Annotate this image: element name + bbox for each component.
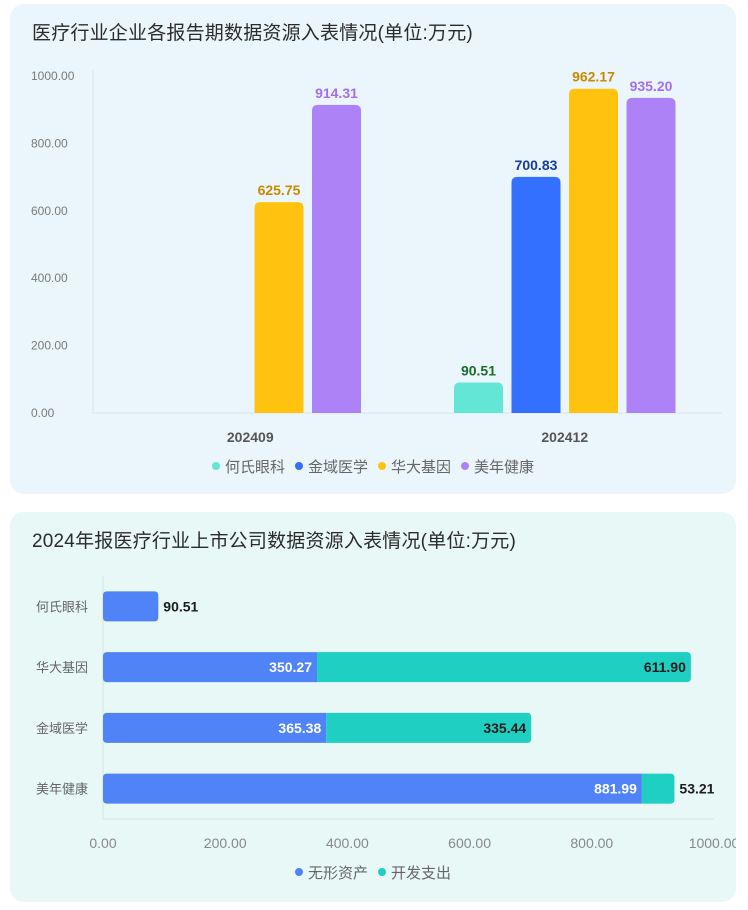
data-label: 611.90 (644, 659, 686, 675)
legend-marker (378, 868, 386, 876)
bar (569, 88, 618, 413)
chart-legend: 何氏眼科 金域医学 华大基因 美年健康 (10, 456, 736, 477)
x-tick-label: 0.00 (89, 835, 116, 851)
legend-item[interactable]: 金域医学 (294, 456, 368, 477)
bar-segment (103, 712, 327, 743)
legend-item[interactable]: 无形资产 (294, 862, 368, 883)
bar (454, 382, 503, 413)
y-tick-label: 华大基因 (36, 660, 88, 675)
legend-marker (294, 868, 303, 876)
vertical-bar-chart: 0.00 200.00 400.00 600.00 800.00 1000.00 20240… (31, 69, 722, 445)
data-label: 335.44 (483, 720, 526, 736)
legend-item[interactable]: 华大基因 (378, 456, 451, 477)
x-tick-label: 1000.00 (689, 835, 736, 851)
chart-title: 医疗行业企业各报告期数据资源入表情况(单位:万元) (32, 23, 473, 44)
bar (511, 176, 561, 413)
x-tick-label: 202412 (541, 429, 588, 445)
legend-label: 开发支出 (391, 865, 452, 882)
data-label: 881.99 (594, 781, 637, 797)
data-label: 935.20 (630, 78, 673, 94)
y-tick-label: 金域医学 (36, 721, 88, 736)
legend-label: 金域医学 (307, 459, 368, 476)
y-tick-label: 美年健康 (36, 782, 88, 797)
bar (626, 97, 676, 414)
x-tick-label: 202409 (227, 429, 274, 445)
y-tick-label: 1000.00 (31, 69, 75, 83)
legend-label: 何氏眼科 (224, 459, 285, 476)
y-tick-label: 800.00 (31, 136, 68, 150)
data-label: 90.51 (163, 598, 198, 614)
legend-marker (294, 462, 303, 470)
horizontal-bar-chart-card: 2024年报医疗行业上市公司数据资源入表情况(单位:万元) 0.00 200.00… (10, 512, 736, 902)
bar-segment (103, 773, 642, 804)
x-tick-label: 200.00 (204, 835, 247, 851)
bar (312, 104, 361, 413)
legend-item[interactable]: 何氏眼科 (211, 456, 285, 477)
bar-segment (103, 652, 318, 683)
legend-label: 华大基因 (391, 459, 452, 476)
chart-title: 2024年报医疗行业上市公司数据资源入表情况(单位:万元) (32, 531, 517, 552)
chart-legend: 无形资产 开发支出 (10, 862, 736, 883)
bar-segment (317, 652, 691, 683)
bar-segment (326, 712, 532, 743)
data-label: 700.83 (515, 157, 558, 173)
data-label: 962.17 (572, 69, 615, 85)
x-tick-label: 800.00 (570, 835, 613, 851)
data-label: 350.27 (269, 659, 312, 675)
data-label: 53.21 (679, 781, 714, 797)
y-tick-label: 600.00 (31, 204, 68, 218)
bar (254, 202, 304, 413)
legend-label: 美年健康 (474, 459, 535, 476)
legend-marker (378, 462, 386, 470)
bar-segment (641, 773, 675, 804)
x-tick-label: 400.00 (326, 835, 369, 851)
data-label: 625.75 (258, 182, 301, 198)
y-tick-label: 400.00 (31, 271, 68, 285)
data-label: 914.31 (315, 85, 358, 101)
legend-item[interactable]: 美年健康 (461, 456, 534, 477)
vertical-bar-chart-card: 医疗行业企业各报告期数据资源入表情况(单位:万元) 0.00 200.00 400.… (10, 4, 736, 494)
legend-item[interactable]: 开发支出 (378, 862, 451, 883)
data-label: 90.51 (461, 362, 496, 378)
legend-marker (461, 462, 470, 470)
bar-segment (103, 591, 159, 622)
legend-label: 无形资产 (307, 865, 368, 882)
legend-marker (211, 462, 220, 470)
y-tick-label: 何氏眼科 (36, 599, 88, 614)
data-label: 365.38 (278, 720, 321, 736)
x-tick-label: 600.00 (448, 835, 491, 851)
y-tick-label: 0.00 (31, 406, 55, 420)
y-tick-label: 200.00 (31, 339, 68, 353)
horizontal-bar-chart: 0.00 200.00 400.00 600.00 800.00 1000.00 何氏眼科 9… (36, 576, 736, 851)
